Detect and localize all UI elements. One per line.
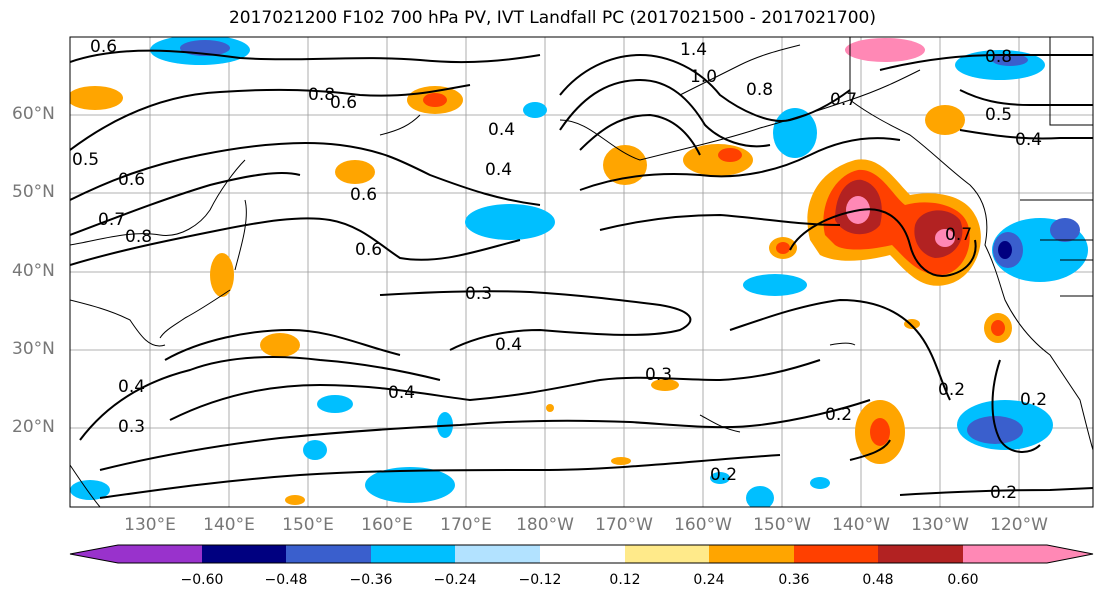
contour-label: 0.2 — [938, 380, 965, 400]
colorbar-tick-label: 0.12 — [609, 572, 641, 588]
colorbar-outline — [69, 544, 1094, 564]
map-title: 2017021200 F102 700 hPa PV, IVT Landfall… — [228, 8, 876, 28]
contour-label: 0.4 — [118, 377, 145, 397]
lat-label: 20°N — [12, 417, 55, 437]
lon-label: 160°E — [361, 515, 413, 535]
contour-label: 0.7 — [945, 225, 972, 245]
contour-label: 0.4 — [495, 335, 522, 355]
colorbar-tick-label: −0.36 — [349, 572, 393, 588]
colorbar-tick-label: 0.60 — [947, 572, 979, 588]
contour-label: 0.2 — [990, 483, 1017, 503]
lat-label: 60°N — [12, 104, 55, 124]
contour-label: 0.6 — [90, 37, 117, 57]
colorbar-segment — [286, 545, 371, 563]
contour-label: 0.6 — [350, 185, 377, 205]
contour-label: 0.2 — [710, 465, 737, 485]
lon-label: 170°W — [595, 515, 653, 535]
colorbar-tick-label: −0.24 — [433, 572, 477, 588]
lon-label: 130°W — [911, 515, 969, 535]
contour-label: 0.4 — [485, 160, 512, 180]
contour-labels: 0.6 0.8 0.6 0.5 0.6 0.7 0.8 1.4 1.0 0.8 … — [72, 37, 1047, 503]
colorbar-tick-label: 0.24 — [693, 572, 725, 588]
lon-label: 120°W — [990, 515, 1048, 535]
contour-label: 0.2 — [1020, 390, 1047, 410]
contour-label: 1.4 — [680, 40, 707, 60]
colorbar-segment — [709, 545, 794, 563]
contour-label: 0.4 — [1015, 130, 1042, 150]
colorbar-tick-label: −0.48 — [264, 572, 308, 588]
lon-label: 170°E — [440, 515, 492, 535]
lon-label: 180°W — [516, 515, 574, 535]
contour-label: 0.3 — [118, 417, 145, 437]
contour-label: 0.3 — [645, 365, 672, 385]
contour-label: 0.4 — [488, 120, 515, 140]
lon-label: 130°E — [124, 515, 176, 535]
lon-label: 160°W — [674, 515, 732, 535]
contour-label: 1.0 — [690, 67, 717, 87]
colorbar-tick-label: 0.48 — [862, 572, 894, 588]
contour-label: 0.8 — [746, 80, 773, 100]
contour-label: 0.7 — [830, 90, 857, 110]
contour-label: 0.6 — [118, 170, 145, 190]
shaded-anomalies — [70, 37, 1088, 507]
colorbar-segment — [625, 545, 709, 563]
colorbar-segment — [878, 545, 963, 563]
colorbar-segment — [202, 545, 286, 563]
contour-label: 0.6 — [355, 240, 382, 260]
colorbar-segment — [455, 545, 540, 563]
pv-contours — [70, 49, 1093, 499]
contour-label: 0.6 — [330, 93, 357, 113]
contour-label: 0.4 — [388, 383, 415, 403]
coastlines — [70, 37, 1093, 507]
lat-label: 50°N — [12, 182, 55, 202]
lat-label: 30°N — [12, 339, 55, 359]
colorbar-tick-label: 0.36 — [778, 572, 810, 588]
contour-label: 0.5 — [72, 150, 99, 170]
contour-label: 0.2 — [825, 405, 852, 425]
lat-label: 40°N — [12, 261, 55, 281]
colorbar-segment — [963, 545, 1093, 563]
contour-label: 0.7 — [98, 210, 125, 230]
colorbar-tick-label: −0.12 — [518, 572, 562, 588]
lon-label: 140°W — [832, 515, 890, 535]
contour-label: 0.3 — [465, 284, 492, 304]
map-frame — [69, 36, 1094, 508]
colorbar-tick-label: −0.60 — [180, 572, 224, 588]
lon-label: 150°E — [282, 515, 334, 535]
contour-label: 0.8 — [308, 85, 335, 105]
contour-label: 0.8 — [125, 227, 152, 247]
colorbar — [69, 544, 1094, 564]
lon-label: 150°W — [753, 515, 811, 535]
contour-label: 0.8 — [985, 47, 1012, 67]
colorbar-segment — [371, 545, 455, 563]
lon-label: 140°E — [203, 515, 255, 535]
colorbar-segment — [540, 545, 625, 563]
colorbar-segment — [70, 545, 202, 563]
contour-label: 0.5 — [985, 105, 1012, 125]
colorbar-segment — [794, 545, 878, 563]
